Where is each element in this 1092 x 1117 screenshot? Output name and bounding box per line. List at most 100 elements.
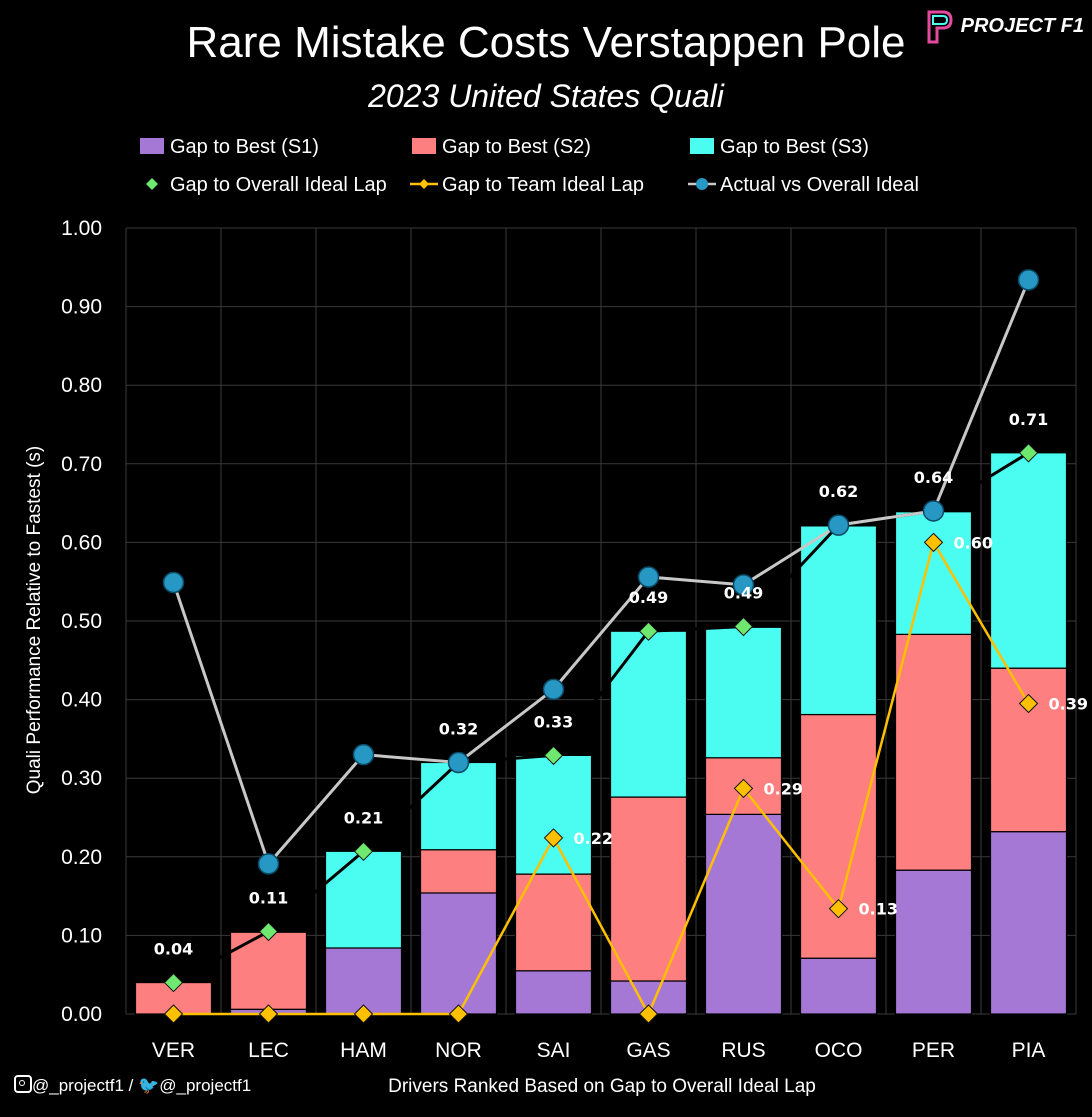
- x-tick-label: GAS: [626, 1039, 670, 1062]
- overall-ideal-marker: [258, 921, 279, 942]
- twitter-icon: 🐦: [138, 1076, 160, 1095]
- bar-segment-3: [894, 511, 973, 635]
- brand-name: PROJECT F1: [960, 14, 1084, 37]
- bars: [134, 452, 1068, 1015]
- legend-label: Gap to Best (S3): [720, 136, 869, 158]
- x-tick-label: HAM: [340, 1039, 387, 1062]
- overall-ideal-marker: [638, 621, 659, 641]
- legend-label: Gap to Best (S2): [442, 136, 591, 158]
- team-ideal-marker: [638, 1004, 659, 1024]
- x-tick-label: PER: [912, 1039, 955, 1062]
- team-ideal-marker: [1018, 693, 1039, 714]
- x-axis-title: Drivers Ranked Based on Gap to Overall I…: [388, 1076, 816, 1097]
- x-tick-label: OCO: [815, 1039, 863, 1062]
- legend-label: Gap to Best (S1): [170, 136, 319, 158]
- bar-segment-2: [894, 633, 973, 871]
- y-tick-label: 0.40: [61, 689, 102, 712]
- legend-marker: [146, 178, 158, 190]
- bar-segment-2: [229, 931, 308, 1010]
- overall-ideal-marker: [733, 616, 754, 637]
- team-ideal-marker: [448, 1004, 469, 1024]
- team-ideal-marker: [258, 1004, 279, 1024]
- overall-ideal-marker: [543, 745, 564, 766]
- legend-swatch: [412, 138, 436, 154]
- team-ideal-label: 0.39: [1049, 695, 1088, 714]
- y-tick-label: 0.80: [61, 374, 102, 397]
- overall-ideal-label: 0.11: [249, 888, 288, 907]
- team-ideal-marker: [163, 1004, 184, 1024]
- legend-label: Actual vs Overall Ideal: [720, 174, 919, 196]
- legend-swatch: [690, 138, 714, 154]
- y-tick-label: 0.60: [61, 531, 102, 554]
- legend-swatch: [140, 138, 164, 154]
- overall-ideal-label: 0.21: [344, 808, 383, 827]
- bar-segment-1: [989, 831, 1068, 1015]
- actual-marker: [922, 500, 945, 522]
- bar-segment-2: [799, 713, 878, 959]
- x-tick-label: SAI: [537, 1039, 571, 1062]
- bar-segment-3: [989, 452, 1068, 669]
- overall-ideal-marker: [163, 972, 184, 993]
- x-tick-label: VER: [152, 1039, 195, 1062]
- project-f1-logo-icon: [927, 10, 953, 44]
- overall-ideal-label: 0.62: [819, 482, 858, 501]
- bar-segment-2: [989, 667, 1068, 833]
- x-tick-label: PIA: [1012, 1039, 1046, 1062]
- bar-segment-1: [419, 892, 498, 1015]
- social-footer: @_projectf1 / 🐦@_projectf1: [14, 1075, 251, 1096]
- instagram-handle: @_projectf1 /: [32, 1076, 139, 1095]
- chart-subtitle: 2023 United States Quali: [368, 78, 724, 114]
- overall-ideal-label: 0.32: [439, 719, 478, 738]
- actual-marker: [162, 571, 185, 594]
- team-ideal-label: 0.22: [574, 829, 613, 848]
- chart-title: Rare Mistake Costs Verstappen Pole: [186, 18, 906, 67]
- legend-label: Gap to Team Ideal Lap: [442, 174, 644, 196]
- overall-ideal-label: 0.04: [154, 940, 193, 959]
- bar-segment-3: [609, 630, 688, 798]
- y-axis-ticks: 0.00 0.10 0.20 0.30 0.40 0.50 0.60 0.70 0.80 0.90…: [61, 217, 102, 1026]
- brand-logo: PROJECT F1: [925, 8, 1084, 44]
- legend-marker: [696, 178, 708, 190]
- y-tick-label: 0.70: [61, 453, 102, 476]
- y-tick-label: 0.90: [61, 296, 102, 319]
- bar-segment-3: [324, 850, 403, 949]
- team-ideal-label: 0.29: [764, 779, 803, 798]
- team-ideal-label: 0.13: [859, 900, 898, 919]
- gridlines: [125, 227, 1077, 1015]
- bar-segment-1: [704, 813, 783, 1015]
- bar-segment-2: [609, 796, 688, 982]
- x-axis-ticks: VER LEC HAM NOR SAI GAS RUS OCO PER PIA: [152, 1039, 1046, 1062]
- series-markers: [162, 269, 1040, 1024]
- bar-segment-3: [419, 761, 498, 851]
- data-labels: 0.04 0.11 0.21 0.32 0.33 0.49 0.49 0.62 0.64 0.71…: [154, 410, 1088, 959]
- actual-marker: [732, 574, 755, 596]
- y-axis-title: Quali Performance Relative to Fastest (s…: [24, 446, 45, 794]
- actual-marker: [542, 678, 565, 701]
- legend-label: Gap to Overall Ideal Lap: [170, 174, 387, 196]
- bar-segment-3: [514, 754, 593, 875]
- legend: Gap to Best (S1) Gap to Best (S2) Gap to B…: [140, 136, 919, 196]
- team-ideal-marker: [543, 828, 564, 848]
- actual-marker: [257, 853, 280, 875]
- team-ideal-marker: [828, 898, 849, 919]
- x-tick-label: RUS: [721, 1039, 765, 1062]
- y-tick-label: 0.30: [61, 767, 102, 790]
- bar-segment-2: [419, 849, 498, 894]
- actual-marker: [447, 751, 470, 774]
- y-tick-label: 0.50: [61, 610, 102, 633]
- series-lines: [172, 279, 1030, 1017]
- legend-marker: [419, 179, 429, 189]
- actual-marker: [827, 514, 850, 536]
- bar-segment-1: [894, 869, 973, 1015]
- team-ideal-marker: [923, 532, 944, 553]
- twitter-handle: @_projectf1: [159, 1076, 252, 1095]
- overall-ideal-marker: [1018, 443, 1039, 463]
- bar-segment-3: [799, 525, 878, 716]
- team-ideal-label: 0.60: [954, 533, 993, 552]
- bar-segment-1: [324, 947, 403, 1015]
- y-tick-label: 0.00: [61, 1003, 102, 1026]
- overall-ideal-label: 0.33: [534, 712, 573, 731]
- overall-ideal-label: 0.71: [1009, 410, 1048, 429]
- x-tick-label: LEC: [248, 1039, 289, 1062]
